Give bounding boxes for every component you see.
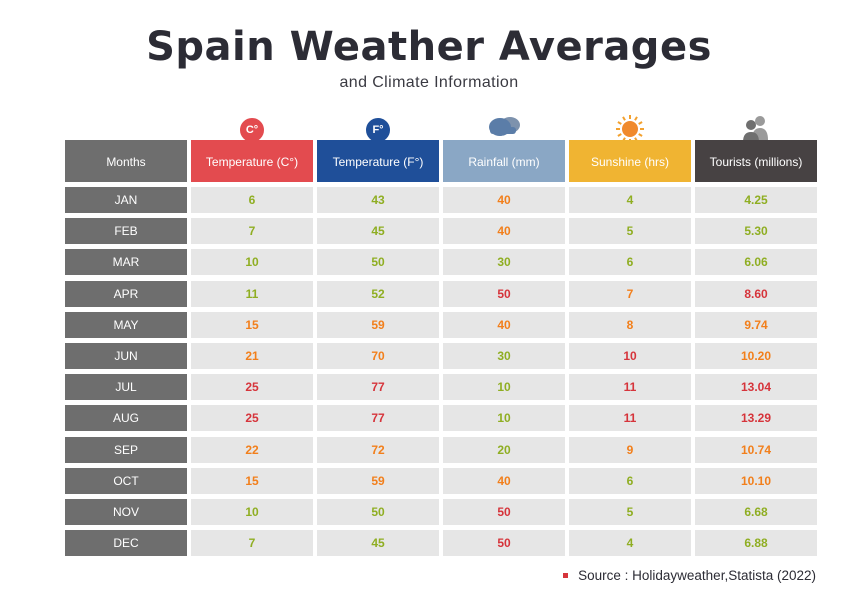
value-cell-rainfall: 40 [443,218,565,245]
value-cell-temp-f: 59 [317,467,439,494]
value-cell-sunshine: 9 [569,436,691,463]
value-cell-tourists: 8.60 [695,280,817,307]
value-cell-tourists: 4.25 [695,187,817,213]
value-cell-temp-c: 11 [191,280,313,307]
value-cell-temp-f: 70 [317,343,439,369]
month-label: NOV [65,499,187,525]
value-cell-sunshine: 4 [569,530,691,557]
value-cell-sunshine: 8 [569,311,691,338]
value-cell-rainfall: 40 [443,311,565,338]
value-cell-rainfall: 50 [443,530,565,557]
value-cell-tourists: 6.88 [695,530,817,557]
value-cell-rainfall: 30 [443,343,565,369]
value-cell-temp-c: 15 [191,467,313,494]
value-cell-temp-c: 10 [191,499,313,525]
source-bullet-icon [563,573,569,578]
badge-label: F° [364,116,392,144]
value-cell-rainfall: 20 [443,436,565,463]
month-label: SEP [65,436,187,463]
value-cell-temp-c: 10 [191,249,313,276]
value-cell-tourists: 10.74 [695,436,817,463]
month-label: JAN [65,187,187,213]
header-tourists: Tourists (millions) [695,140,817,182]
value-cell-tourists: 5.30 [695,218,817,245]
month-label: AUG [65,405,187,432]
header-rainfall: Rainfall (mm) [443,140,565,182]
value-cell-temp-f: 45 [317,530,439,557]
month-label: MAY [65,311,187,338]
value-cell-temp-c: 22 [191,436,313,463]
header-temp-f: Temperature (F°) [317,140,439,182]
month-label: JUL [65,374,187,401]
value-cell-tourists: 9.74 [695,311,817,338]
value-cell-rainfall: 10 [443,374,565,401]
cloud-rain-icon [484,114,524,143]
value-cell-rainfall: 50 [443,499,565,525]
month-label: MAR [65,249,187,276]
value-cell-temp-c: 7 [191,530,313,557]
value-cell-sunshine: 7 [569,280,691,307]
month-label: DEC [65,530,187,557]
value-cell-temp-f: 43 [317,187,439,213]
value-cell-temp-c: 6 [191,187,313,213]
month-label: JUN [65,343,187,369]
header-sunshine: Sunshine (hrs) [569,140,691,182]
value-cell-rainfall: 50 [443,280,565,307]
header-months: Months [65,140,187,182]
value-cell-temp-f: 72 [317,436,439,463]
value-cell-tourists: 6.68 [695,499,817,525]
value-cell-temp-f: 45 [317,218,439,245]
value-cell-tourists: 13.29 [695,405,817,432]
value-cell-tourists: 10.20 [695,343,817,369]
value-cell-rainfall: 10 [443,405,565,432]
value-cell-tourists: 6.06 [695,249,817,276]
source-text: Source : Holidayweather,Statista (2022) [578,568,816,583]
fahrenheit-badge-icon: F° [364,116,392,144]
value-cell-sunshine: 6 [569,249,691,276]
value-cell-tourists: 10.10 [695,467,817,494]
value-cell-sunshine: 5 [569,218,691,245]
value-cell-temp-c: 7 [191,218,313,245]
value-cell-temp-f: 77 [317,374,439,401]
value-cell-temp-f: 52 [317,280,439,307]
value-cell-rainfall: 40 [443,187,565,213]
value-cell-sunshine: 4 [569,187,691,213]
value-cell-temp-c: 15 [191,311,313,338]
value-cell-sunshine: 11 [569,374,691,401]
value-cell-sunshine: 5 [569,499,691,525]
month-label: FEB [65,218,187,245]
value-cell-rainfall: 40 [443,467,565,494]
month-label: OCT [65,467,187,494]
value-cell-temp-f: 59 [317,311,439,338]
source-note: Source : Holidayweather,Statista (2022) [563,568,816,583]
value-cell-temp-f: 50 [317,499,439,525]
value-cell-temp-f: 50 [317,249,439,276]
value-cell-temp-c: 25 [191,374,313,401]
value-cell-tourists: 13.04 [695,374,817,401]
month-label: APR [65,280,187,307]
value-cell-sunshine: 6 [569,467,691,494]
value-cell-temp-c: 25 [191,405,313,432]
value-cell-rainfall: 30 [443,249,565,276]
value-cell-temp-f: 77 [317,405,439,432]
people-icon [740,114,772,142]
sun-icon [615,114,645,143]
header-temp-c: Temperature (C°) [191,140,313,182]
page-title: Spain Weather Averages [146,24,712,70]
value-cell-sunshine: 10 [569,343,691,369]
weather-table: Months JAN FEB MAR APR MAY JUN JUL AUG SEP OCT NOV D… [65,115,817,560]
page-subtitle: and Climate Information [339,74,519,91]
value-cell-temp-c: 21 [191,343,313,369]
value-cell-sunshine: 11 [569,405,691,432]
